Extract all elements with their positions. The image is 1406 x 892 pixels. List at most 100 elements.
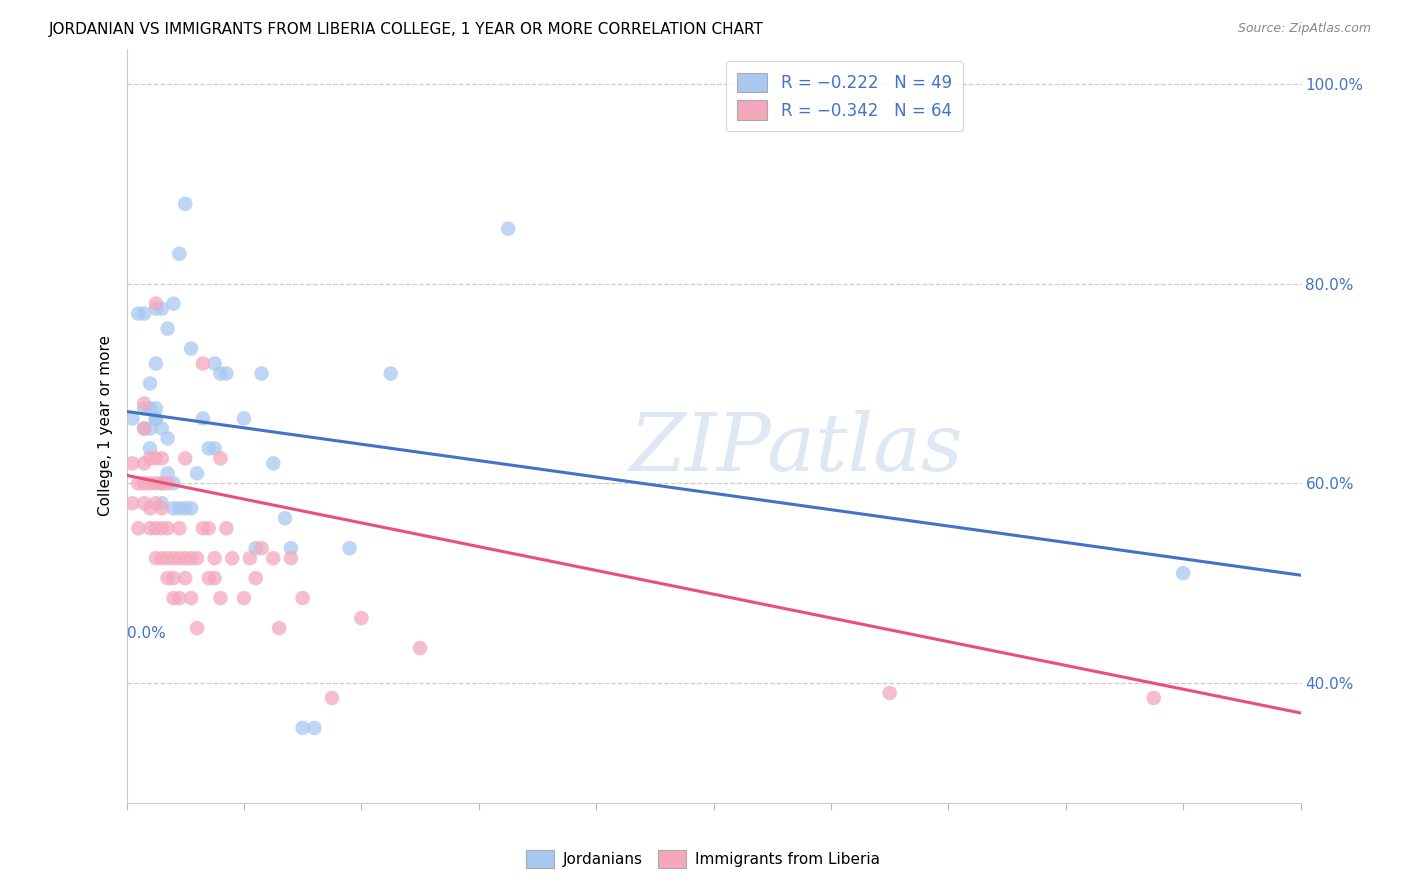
Point [162, 591, 184, 606]
Point [139, 501, 162, 516]
Y-axis label: College, 1 year or more: College, 1 year or more [97, 335, 112, 516]
Point [197, 442, 219, 456]
Point [174, 571, 197, 585]
Point [321, 690, 343, 705]
Point [145, 496, 167, 510]
Point [1171, 566, 1194, 581]
Point [233, 591, 256, 606]
Point [145, 411, 167, 425]
Point [145, 551, 167, 566]
Point [134, 396, 156, 410]
Point [380, 367, 402, 381]
Point [291, 721, 314, 735]
Text: JORDANIAN VS IMMIGRANTS FROM LIBERIA COLLEGE, 1 YEAR OR MORE CORRELATION CHART: JORDANIAN VS IMMIGRANTS FROM LIBERIA COL… [49, 22, 763, 37]
Point [250, 541, 273, 556]
Point [496, 221, 519, 235]
Point [209, 451, 232, 466]
Point [134, 421, 156, 435]
Point [221, 551, 243, 566]
Point [169, 501, 191, 516]
Point [191, 411, 214, 425]
Point [197, 521, 219, 535]
Point [186, 621, 208, 635]
Point [145, 401, 167, 416]
Point [245, 571, 267, 585]
Point [139, 521, 162, 535]
Point [150, 551, 173, 566]
Point [169, 591, 191, 606]
Point [262, 456, 284, 470]
Point [162, 296, 184, 310]
Point [304, 721, 326, 735]
Point [134, 401, 156, 416]
Point [186, 467, 208, 481]
Point [150, 421, 173, 435]
Point [291, 591, 314, 606]
Point [145, 411, 167, 425]
Point [139, 442, 162, 456]
Point [145, 521, 167, 535]
Point [150, 521, 173, 535]
Point [127, 521, 149, 535]
Point [191, 521, 214, 535]
Point [134, 496, 156, 510]
Point [215, 521, 238, 535]
Point [127, 307, 149, 321]
Point [156, 431, 179, 445]
Point [150, 451, 173, 466]
Point [262, 551, 284, 566]
Point [174, 196, 197, 211]
Point [180, 591, 202, 606]
Point [239, 551, 262, 566]
Point [121, 496, 143, 510]
Point [156, 321, 179, 335]
Point [134, 476, 156, 491]
Point [350, 611, 373, 625]
Point [174, 551, 197, 566]
Point [139, 476, 162, 491]
Point [204, 571, 226, 585]
Point [145, 296, 167, 310]
Point [174, 501, 197, 516]
Point [156, 571, 179, 585]
Legend: Jordanians, Immigrants from Liberia: Jordanians, Immigrants from Liberia [519, 843, 887, 875]
Point [204, 357, 226, 371]
Point [156, 551, 179, 566]
Point [245, 541, 267, 556]
Point [169, 551, 191, 566]
Point [169, 246, 191, 260]
Point [127, 476, 149, 491]
Point [156, 467, 179, 481]
Point [162, 551, 184, 566]
Point [204, 442, 226, 456]
Point [879, 686, 901, 700]
Point [150, 496, 173, 510]
Point [150, 476, 173, 491]
Point [339, 541, 361, 556]
Text: Source: ZipAtlas.com: Source: ZipAtlas.com [1237, 22, 1371, 36]
Point [209, 367, 232, 381]
Point [145, 476, 167, 491]
Point [180, 342, 202, 356]
Point [209, 591, 232, 606]
Point [233, 411, 256, 425]
Text: ZIPatlas: ZIPatlas [628, 409, 963, 487]
Point [145, 301, 167, 316]
Point [280, 541, 302, 556]
Point [156, 521, 179, 535]
Point [134, 456, 156, 470]
Point [150, 501, 173, 516]
Point [180, 501, 202, 516]
Point [174, 451, 197, 466]
Point [121, 456, 143, 470]
Point [269, 621, 291, 635]
Point [150, 301, 173, 316]
Point [1143, 690, 1166, 705]
Point [139, 421, 162, 435]
Point [162, 476, 184, 491]
Point [162, 501, 184, 516]
Point [186, 551, 208, 566]
Point [409, 641, 432, 656]
Text: 0.0%: 0.0% [127, 625, 166, 640]
Point [134, 421, 156, 435]
